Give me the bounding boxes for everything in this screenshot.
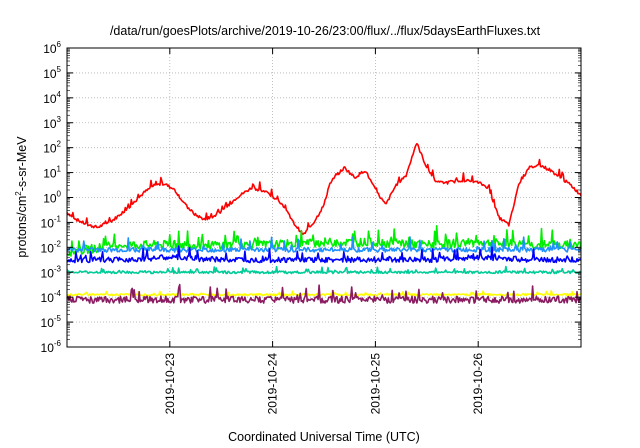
x-tick-label: 2019-10-24 [266,353,280,415]
x-tick-label: 2019-10-25 [368,353,382,415]
series-line-2 [66,236,582,253]
y-tick-label: 104 [43,90,61,106]
y-tick-label: 10-4 [41,289,62,305]
y-tick-label: 10-1 [41,214,62,230]
y-tick-label: 101 [43,165,61,181]
x-axis-label: Coordinated Universal Time (UTC) [228,430,420,444]
series-line-4 [66,265,582,275]
chart-title: /data/run/goesPlots/archive/2019-10-26/2… [110,24,541,38]
y-tick-label: 10-5 [41,314,62,330]
y-axis-label: protons/cm2-s-sr-MeV [14,136,29,258]
y-tick-label: 102 [43,140,61,156]
series-line-0 [66,142,582,236]
series-line-6 [66,283,582,304]
x-tick-label: 2019-10-23 [163,353,177,415]
y-tick-label: 10-2 [41,239,62,255]
y-tick-label: 10-6 [41,339,62,355]
y-axis-ticks: 10-6 10-5 10-4 10-3 10-2 10-1 100 101 102 103 104 1… [41,40,581,355]
series-line-5 [66,289,582,297]
data-series [66,142,582,304]
y-tick-label: 10-3 [41,264,62,280]
y-tick-label: 105 [43,65,61,81]
x-axis-ticks: 2019-10-23 2019-10-24 2019-10-25 2019-10-26 [163,48,485,414]
y-tick-label: 103 [43,115,61,131]
series-line-3 [66,245,582,264]
x-tick-label: 2019-10-26 [471,353,485,415]
y-tick-label: 106 [43,40,61,56]
series-line-1 [66,225,582,257]
y-tick-label: 100 [43,190,61,206]
